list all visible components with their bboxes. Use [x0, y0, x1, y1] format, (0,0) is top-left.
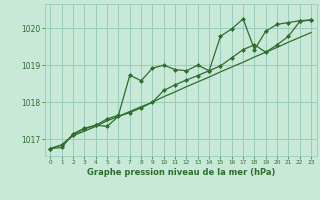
X-axis label: Graphe pression niveau de la mer (hPa): Graphe pression niveau de la mer (hPa): [87, 168, 275, 177]
